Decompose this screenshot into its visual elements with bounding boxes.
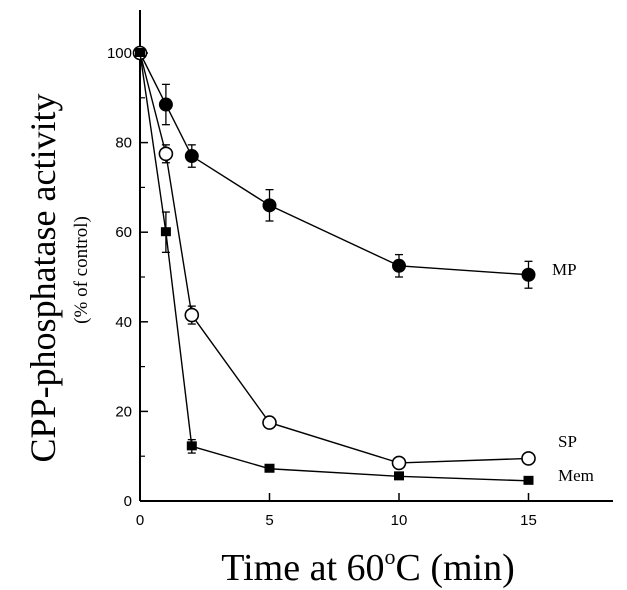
- data-point: [523, 475, 534, 485]
- x-axis-label: Time at 60oC (min): [221, 544, 515, 589]
- x-axis-label-sup: o: [385, 544, 396, 569]
- series-label-mp: MP: [552, 260, 577, 279]
- y-tick-label: 100: [107, 45, 132, 62]
- series-line-mp: [139, 52, 529, 276]
- data-point: [521, 267, 536, 282]
- data-point: [264, 463, 275, 473]
- y-axis-label: CPP-phosphatase activity: [23, 94, 63, 463]
- y-tick-label: 20: [115, 403, 132, 420]
- y-axis-sublabel: (% of control): [71, 216, 92, 324]
- y-tick-label: 0: [124, 493, 132, 510]
- x-tick-label: 15: [520, 512, 537, 529]
- x-axis-label-prefix: Time at 60: [221, 547, 384, 589]
- data-point: [262, 198, 277, 213]
- data-point: [262, 415, 277, 430]
- data-point: [184, 149, 199, 164]
- data-point: [186, 441, 197, 451]
- plot-frame: [139, 10, 613, 502]
- series-mp: [133, 46, 536, 289]
- x-tick-label: 5: [265, 512, 273, 529]
- data-point: [160, 227, 171, 237]
- data-point: [392, 258, 406, 273]
- data-point: [158, 146, 174, 162]
- series-line-mem: [139, 52, 529, 482]
- x-axis-label-suffix: C (min): [396, 547, 515, 589]
- data-point: [394, 471, 404, 481]
- y-tick-label: 80: [115, 135, 132, 152]
- series-layer: [132, 45, 536, 485]
- series-label-mem: Mem: [558, 466, 594, 485]
- series-line-sp: [139, 52, 529, 464]
- data-point: [184, 307, 200, 323]
- data-point: [135, 48, 145, 57]
- series-label-sp: SP: [558, 432, 577, 451]
- data-point: [521, 451, 536, 466]
- axis-ticks: 0 5 10 15 0 20 40 60 80 100: [107, 45, 537, 529]
- x-tick-label: 10: [391, 512, 408, 529]
- series-labels: MP SP Mem: [552, 260, 594, 485]
- x-tick-label: 0: [136, 512, 144, 529]
- series-mem: [135, 48, 534, 485]
- data-point: [158, 97, 173, 112]
- series-sp: [132, 45, 536, 471]
- y-tick-label: 60: [115, 224, 132, 241]
- data-point: [391, 455, 407, 471]
- y-tick-label: 40: [115, 314, 132, 331]
